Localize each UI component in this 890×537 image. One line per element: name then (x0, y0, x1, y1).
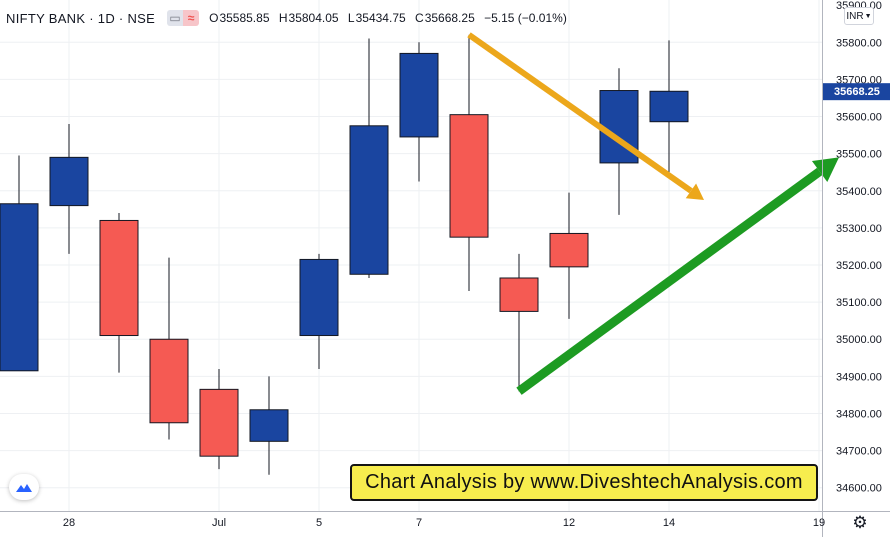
candle-down (449, 34, 489, 291)
y-tick-label: 35100.00 (836, 297, 882, 309)
change-value: −5.15 (−0.01%) (484, 11, 567, 25)
candle-body (549, 232, 589, 268)
x-tick-label: 12 (563, 517, 575, 529)
candle-body (0, 203, 39, 372)
candle-body (349, 125, 389, 275)
ohlc-high-value: 35804.05 (288, 11, 339, 25)
ohlc-open-value: 35585.85 (219, 11, 270, 25)
candle-up (49, 123, 89, 254)
candle-up (249, 376, 289, 475)
candle-down (499, 253, 539, 392)
candle-up (399, 42, 439, 182)
candle-body (249, 409, 289, 442)
candle-down (149, 257, 189, 440)
candle-down (549, 192, 589, 319)
ohlc-open-key: O (209, 11, 219, 25)
chart-legend: NIFTY BANK · 1D · NSE ▭ ≈ O35585.85 H358… (6, 8, 567, 28)
x-tick-label: 14 (663, 517, 675, 529)
candle-body (649, 90, 689, 123)
cloud-icon (16, 484, 32, 492)
chart-style-toggle[interactable]: ▭ ≈ (167, 10, 200, 26)
tradingview-logo[interactable] (9, 474, 39, 500)
y-tick-label: 34900.00 (836, 371, 882, 383)
candle-down (99, 213, 139, 373)
arrow-head (811, 157, 839, 183)
x-tick-label: 5 (316, 517, 322, 529)
y-tick-label: 35300.00 (836, 223, 882, 235)
y-tick-label: 35400.00 (836, 186, 882, 198)
y-tick-label: 34800.00 (836, 408, 882, 420)
symbol-title[interactable]: NIFTY BANK · 1D · NSE (6, 10, 156, 26)
x-tick-label: 28 (63, 517, 75, 529)
bars-style-icon[interactable]: ▭ (167, 10, 184, 26)
down-trend-arrow (467, 32, 704, 201)
currency-selector[interactable]: INR ▼ (844, 7, 874, 25)
last-price-label: 35668.25 (834, 86, 880, 98)
analysis-banner: Chart Analysis by www.DiveshtechAnalysis… (350, 464, 818, 501)
arrow-head (685, 183, 704, 201)
candle-body (149, 338, 189, 424)
wave-style-icon[interactable]: ≈ (183, 10, 200, 26)
ohlc-close-key: C (415, 11, 424, 25)
up-trend-arrow (516, 157, 839, 395)
ohlc-low-key: L (347, 11, 355, 25)
ohlc-values: O35585.85 H35804.05 L35434.75 C35668.25 … (209, 11, 567, 25)
y-tick-label: 35600.00 (836, 112, 882, 124)
trend-arrows (467, 32, 839, 395)
last-price-bg (823, 83, 890, 101)
y-tick-label: 35000.00 (836, 334, 882, 346)
x-tick-label: Jul (212, 517, 226, 529)
y-tick-label: 35800.00 (836, 37, 882, 49)
currency-label: INR (846, 10, 864, 22)
candle-up (0, 155, 39, 372)
y-tick-label: 34600.00 (836, 483, 882, 495)
ohlc-close-value: 35668.25 (424, 11, 475, 25)
x-tick-label: 7 (416, 517, 422, 529)
time-axis[interactable]: 28 Jul 5 7 12 14 19 (0, 511, 890, 530)
candle-body (299, 258, 339, 337)
candle-up (349, 38, 389, 278)
candle-down (199, 368, 239, 470)
candle-body (49, 156, 89, 207)
gear-icon[interactable]: ⚙ (852, 513, 868, 532)
candle-up (649, 40, 689, 179)
y-tick-label: 35500.00 (836, 149, 882, 161)
ohlc-low-value: 35434.75 (355, 11, 406, 25)
price-axis[interactable]: 34600.00 34700.00 34800.00 34900.00 35000.00… (822, 0, 890, 537)
x-tick-label: 19 (813, 517, 825, 529)
candle-body (499, 277, 539, 312)
candle-up (299, 253, 339, 369)
arrow-shaft (516, 167, 823, 395)
ohlc-high-key: H (278, 11, 288, 25)
arrow-shaft (467, 32, 693, 194)
y-tick-label: 35200.00 (836, 260, 882, 272)
last-price-tag: 35668.25 (823, 83, 890, 101)
candles (0, 34, 689, 475)
candle-body (99, 219, 139, 337)
candle-body (449, 114, 489, 238)
candle-body (399, 52, 439, 138)
y-tick-label: 34700.00 (836, 446, 882, 458)
candle-body (199, 388, 239, 457)
chevron-down-icon: ▼ (864, 12, 872, 20)
